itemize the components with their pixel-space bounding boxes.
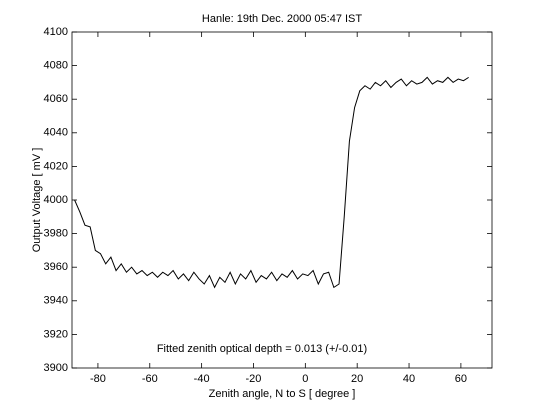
y-tick-label: 3960 xyxy=(44,261,68,273)
y-tick-label: 4080 xyxy=(44,60,68,72)
x-tick-label: -60 xyxy=(142,373,158,385)
plot-frame xyxy=(71,31,493,369)
x-tick-label: -20 xyxy=(246,373,262,385)
y-tick-label: 3900 xyxy=(44,362,68,374)
y-tick-label: 4040 xyxy=(44,127,68,139)
annotation: Fitted zenith optical depth = 0.013 (+/-… xyxy=(157,343,367,355)
chart-title: Hanle: 19th Dec. 2000 05:47 IST xyxy=(202,13,362,25)
y-tick-label: 3920 xyxy=(44,328,68,340)
y-tick-label: 4100 xyxy=(44,26,68,38)
x-axis-label: Zenith angle, N to S [ degree ] xyxy=(209,388,356,400)
x-tick-label: 20 xyxy=(351,373,363,385)
y-axis-label: Output Voltage [ mV ] xyxy=(31,148,43,253)
x-tick-label: 60 xyxy=(455,373,467,385)
x-tick-label: -40 xyxy=(194,373,210,385)
y-tick-label: 4060 xyxy=(44,93,68,105)
x-tick-label: 40 xyxy=(403,373,415,385)
y-tick-label: 4020 xyxy=(44,160,68,172)
y-tick-label: 3940 xyxy=(44,295,68,307)
x-tick-label: -80 xyxy=(90,373,106,385)
x-tick-label: 0 xyxy=(302,373,308,385)
y-tick-label: 4000 xyxy=(44,194,68,206)
y-tick-label: 3980 xyxy=(44,228,68,240)
data-line xyxy=(74,76,469,289)
